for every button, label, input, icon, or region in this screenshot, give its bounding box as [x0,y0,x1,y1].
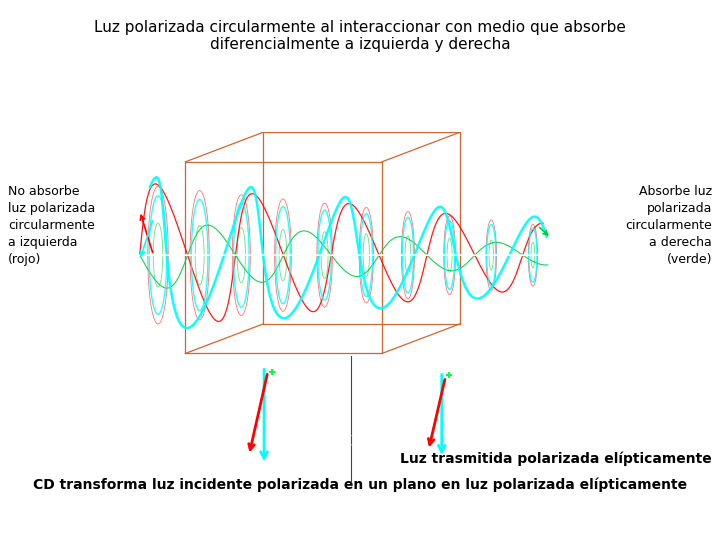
Text: Luz polarizada circularmente al interaccionar con medio que absorbe: Luz polarizada circularmente al interacc… [94,20,626,35]
Text: Absorbe luz
polarizada
circularmente
a derecha
(verde): Absorbe luz polarizada circularmente a d… [625,185,712,266]
Text: Luz trasmitida polarizada elípticamente: Luz trasmitida polarizada elípticamente [400,452,712,467]
Text: CD transforma luz incidente polarizada en un plano en luz polarizada elípticamen: CD transforma luz incidente polarizada e… [33,478,687,492]
Text: No absorbe
luz polarizada
circularmente
a izquierda
(rojo): No absorbe luz polarizada circularmente … [8,185,95,266]
Text: diferencialmente a izquierda y derecha: diferencialmente a izquierda y derecha [210,37,510,52]
